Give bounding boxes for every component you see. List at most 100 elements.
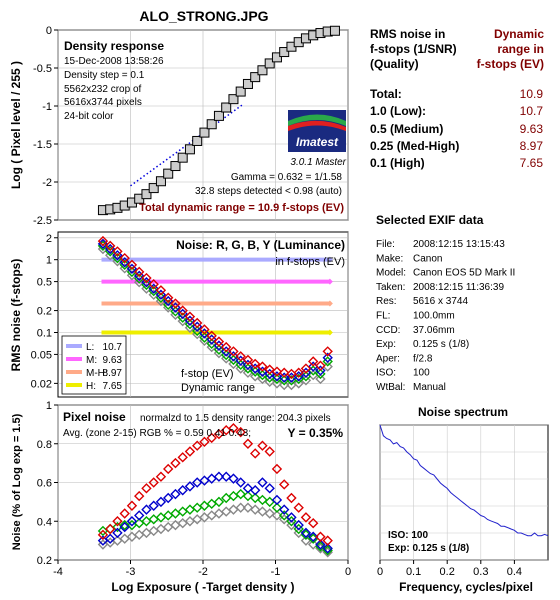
- pixel-point-blue: [228, 473, 239, 484]
- spectrum-xtick-label: 0.3: [473, 566, 488, 578]
- pixel-point-red: [213, 428, 225, 440]
- spectrum-grid: [379, 424, 548, 561]
- rms-point-blue: [184, 315, 196, 326]
- pixel-point-green: [257, 494, 268, 506]
- density-ytick-label: -2.5: [33, 215, 52, 227]
- rms-point-blue: [213, 340, 225, 351]
- density-step-marker: [141, 189, 152, 200]
- pixel-marks: [97, 423, 333, 558]
- rms-point-green: [206, 338, 217, 349]
- density-step-marker: [264, 58, 275, 69]
- dr-row-high-label: 0.1 (High): [370, 156, 425, 170]
- rms-ytick-label: 0.2: [37, 306, 52, 318]
- exif-heading: Selected EXIF data: [376, 213, 484, 227]
- dr-row-medhigh-label: 0.25 (Med-High): [370, 139, 459, 153]
- pixel-point-green: [279, 510, 290, 521]
- pixel-point-blue: [250, 485, 261, 496]
- exif-value: 0.125 s (1/8): [413, 339, 469, 350]
- rms-point-red: [221, 341, 232, 353]
- density-step-marker: [170, 161, 181, 172]
- pixel-point-red: [112, 516, 123, 527]
- spectrum-curve: [379, 424, 549, 537]
- rms-point-red: [242, 354, 254, 366]
- pixel-point-green: [235, 488, 246, 500]
- pixel-x-ticks: -4 -3 -2 -1 0: [53, 560, 351, 578]
- density-step-marker: [250, 72, 261, 83]
- spectrum-exp: Exp: 0.125 s (1/8): [388, 543, 469, 554]
- pixel-point-blue: [184, 481, 196, 492]
- density-info-4: 5616x3744 pixels: [64, 97, 142, 108]
- density-info-3: 5562x232 crop of: [64, 84, 142, 95]
- rms-point-red: [228, 346, 239, 357]
- pixel-point-red: [141, 483, 152, 494]
- rms-point-gray: [293, 378, 304, 389]
- pixel-point-red: [184, 446, 196, 457]
- pixel-point-red: [279, 479, 290, 490]
- rms-annotation-fstop: f-stop (EV): [181, 368, 234, 380]
- pixel-point-gray: [235, 502, 246, 513]
- spectrum-x-ticks: 0 0.1 0.2 0.3 0.4: [377, 560, 522, 578]
- exif-key: FL:: [376, 311, 390, 322]
- exif-value: Canon EOS 5D Mark II: [413, 268, 515, 279]
- rms-point-green: [235, 359, 246, 370]
- pixel-point-red: [228, 423, 239, 434]
- x-axis-label: Log Exposure ( -Target density ): [111, 580, 294, 594]
- rms-point-red: [112, 246, 123, 257]
- rms-threshold-end: [326, 256, 333, 263]
- pixel-point-red: [257, 440, 268, 451]
- rms-point-red: [141, 272, 152, 284]
- density-step-marker: [228, 94, 239, 105]
- rms-legend: L: 10.7 M: 9.63 M-H:8.97 H: 7.65: [61, 335, 127, 395]
- pixel-point-blue: [286, 512, 297, 523]
- pixel-point-blue: [257, 477, 268, 488]
- pixel-point-red: [322, 535, 333, 546]
- rms-point-red: [119, 252, 130, 264]
- pixel-point-blue: [279, 504, 290, 515]
- total-dynamic-range: Total dynamic range = 10.9 f-stops (EV): [139, 202, 344, 214]
- dr-row-high-value: 7.65: [520, 156, 544, 170]
- pixel-point-blue: [271, 494, 283, 506]
- density-y-ticks: -2.5 -2 -1.5 -1 -0.5 0: [33, 25, 58, 227]
- rms-point-gray: [271, 378, 283, 389]
- pixel-point-gray: [308, 539, 319, 550]
- rms-point-green: [213, 344, 225, 355]
- rms-point-red: [264, 364, 275, 375]
- rms-point-blue: [134, 270, 145, 282]
- dr-col1-line3: (Quality): [370, 57, 419, 71]
- dr-col2-line3: f-stops (EV): [477, 57, 544, 71]
- rms-threshold-end: [326, 329, 333, 336]
- density-heading: Density response: [64, 39, 164, 53]
- rms-point-red: [155, 285, 167, 296]
- spectrum-iso: ISO: 100: [388, 530, 428, 541]
- rms-threshold-end: [326, 300, 333, 307]
- rms-point-blue: [271, 371, 283, 382]
- pixel-point-red: [155, 471, 167, 482]
- rms-point-red: [184, 311, 196, 322]
- pixel-point-blue: [105, 533, 116, 544]
- rms-subheading: in f-stops (EV): [275, 256, 345, 268]
- rms-y-ticks: 2 1 0.5 0.2 0.1 0.05 0.02: [31, 233, 58, 390]
- pixel-point-blue: [315, 539, 326, 550]
- exif-key: Aper:: [376, 353, 400, 364]
- pixel-average-text: Avg. (zone 2-15) RGB % = 0.59 0.41 0.43;: [63, 428, 251, 439]
- report-title: ALO_STRONG.JPG: [139, 8, 268, 24]
- pixel-point-red: [163, 463, 174, 475]
- pixel-point-blue: [308, 531, 319, 542]
- pixel-point-blue: [119, 521, 130, 533]
- dr-col2-line1: Dynamic: [494, 27, 544, 41]
- pixel-point-blue: [242, 483, 254, 494]
- steps-text: 32.8 steps detected < 0.98 (auto): [195, 186, 342, 197]
- pixel-point-green: [242, 490, 254, 502]
- density-step-marker: [271, 52, 282, 63]
- spectrum-xtick-label: 0.4: [507, 566, 522, 578]
- rms-point-red: [300, 363, 312, 374]
- dr-row-total-value: 10.9: [520, 87, 544, 101]
- spectrum-xtick-label: 0: [377, 566, 383, 578]
- rms-point-blue: [199, 328, 210, 339]
- exif-value: 2008:12:15 11:36:39: [413, 282, 504, 293]
- rms-point-red: [293, 367, 304, 378]
- rms-point-red: [235, 351, 246, 362]
- pixel-xtick-label: -4: [53, 566, 63, 578]
- rms-point-blue: [141, 277, 152, 288]
